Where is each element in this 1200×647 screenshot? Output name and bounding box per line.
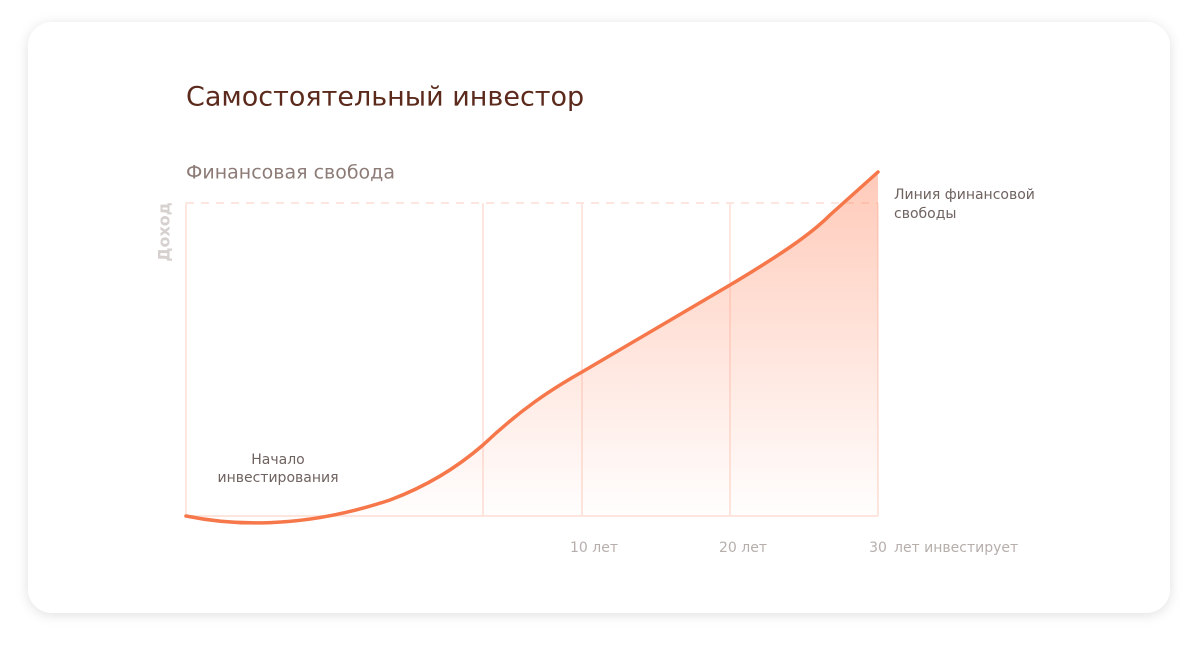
subtitle: Финансовая свобода (186, 162, 395, 184)
start-label: инвестирования (217, 470, 338, 486)
freedom-label: Линия финансовой (894, 187, 1035, 203)
x-label: 30 (869, 540, 887, 556)
start-label: Начало (251, 452, 304, 468)
x-label: 20 лет (719, 540, 767, 556)
curve (184, 170, 880, 525)
card (28, 22, 1170, 613)
freedom-label: свободы (894, 206, 956, 222)
y-axis-label: Доход (155, 202, 174, 262)
area (186, 172, 878, 523)
title: Самостоятельный инвестор (186, 82, 584, 113)
x-label: 10 лет (570, 540, 618, 556)
x-axis-label: лет инвестирует (894, 540, 1018, 556)
